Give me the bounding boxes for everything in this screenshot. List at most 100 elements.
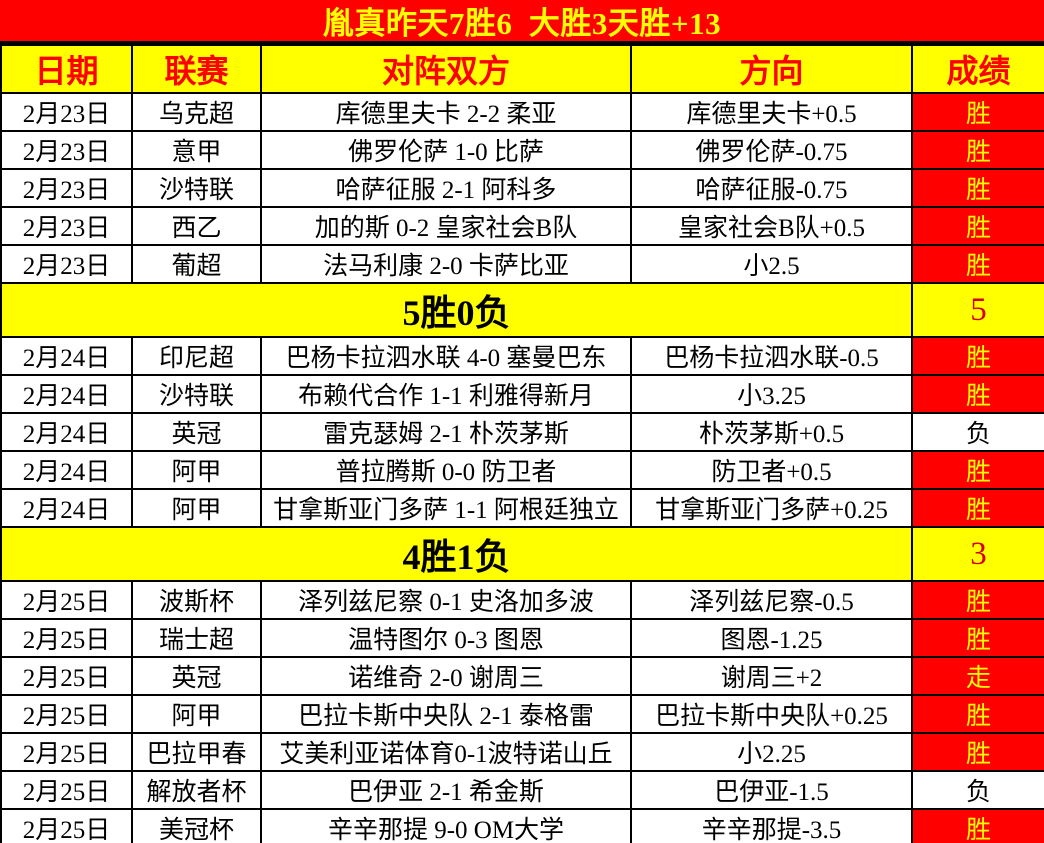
league-cell: 美冠杯 — [131, 808, 262, 843]
date-cell: 2月24日 — [0, 412, 133, 452]
match-row: 2月24日 阿甲 甘拿斯亚门多萨 1-1 阿根廷独立 甘拿斯亚门多萨+0.25 胜 — [0, 488, 1044, 528]
result-cell: 胜 — [911, 694, 1044, 734]
match-cell: 艾美利亚诺体育0-1波特诺山丘 — [260, 732, 632, 772]
date-cell: 2月24日 — [0, 374, 133, 414]
match-row: 2月23日 乌克超 库德里夫卡 2-2 柔亚 库德里夫卡+0.5 胜 — [0, 92, 1044, 132]
result-cell: 胜 — [911, 374, 1044, 414]
date-cell: 2月23日 — [0, 130, 133, 170]
match-row: 2月23日 西乙 加的斯 0-2 皇家社会B队 皇家社会B队+0.5 胜 — [0, 206, 1044, 246]
match-cell: 巴杨卡拉泗水联 4-0 塞曼巴东 — [260, 336, 632, 376]
date-cell: 2月24日 — [0, 336, 133, 376]
league-cell: 阿甲 — [131, 488, 262, 528]
result-cell: 胜 — [911, 168, 1044, 208]
date-cell: 2月25日 — [0, 580, 133, 620]
date-cell: 2月23日 — [0, 206, 133, 246]
date-cell: 2月25日 — [0, 732, 133, 772]
match-row: 2月24日 沙特联 布赖代合作 1-1 利雅得新月 小3.25 胜 — [0, 374, 1044, 414]
result-cell: 胜 — [911, 618, 1044, 658]
result-cell: 胜 — [911, 244, 1044, 284]
result-cell: 胜 — [911, 732, 1044, 772]
column-header-matchup: 对阵双方 — [260, 44, 632, 94]
direction-cell: 小2.25 — [630, 732, 913, 772]
match-row: 2月25日 巴拉甲春 艾美利亚诺体育0-1波特诺山丘 小2.25 胜 — [0, 732, 1044, 772]
match-row: 2月24日 印尼超 巴杨卡拉泗水联 4-0 塞曼巴东 巴杨卡拉泗水联-0.5 胜 — [0, 336, 1044, 376]
result-cell: 负 — [911, 412, 1044, 452]
match-cell: 库德里夫卡 2-2 柔亚 — [260, 92, 632, 132]
league-cell: 印尼超 — [131, 336, 262, 376]
match-cell: 普拉腾斯 0-0 防卫者 — [260, 450, 632, 490]
result-cell: 胜 — [911, 92, 1044, 132]
league-cell: 沙特联 — [131, 374, 262, 414]
match-cell: 诺维奇 2-0 谢周三 — [260, 656, 632, 696]
summary-row: 5胜0负 5 — [0, 282, 1044, 338]
result-cell: 胜 — [911, 130, 1044, 170]
result-cell: 胜 — [911, 488, 1044, 528]
match-cell: 佛罗伦萨 1-0 比萨 — [260, 130, 632, 170]
date-cell: 2月25日 — [0, 770, 133, 810]
direction-cell: 朴茨茅斯+0.5 — [630, 412, 913, 452]
result-cell: 胜 — [911, 580, 1044, 620]
direction-cell: 泽列兹尼察-0.5 — [630, 580, 913, 620]
match-cell: 哈萨征服 2-1 阿科多 — [260, 168, 632, 208]
match-row: 2月25日 瑞士超 温特图尔 0-3 图恩 图恩-1.25 胜 — [0, 618, 1044, 658]
match-cell: 温特图尔 0-3 图恩 — [260, 618, 632, 658]
summary-score: 5 — [911, 282, 1044, 338]
direction-cell: 小2.5 — [630, 244, 913, 284]
date-cell: 2月25日 — [0, 808, 133, 843]
direction-cell: 库德里夫卡+0.5 — [630, 92, 913, 132]
direction-cell: 哈萨征服-0.75 — [630, 168, 913, 208]
league-cell: 意甲 — [131, 130, 262, 170]
header-row: 日期 联赛 对阵双方 方向 成绩 — [0, 44, 1044, 94]
league-cell: 英冠 — [131, 412, 262, 452]
result-cell: 胜 — [911, 206, 1044, 246]
match-cell: 法马利康 2-0 卡萨比亚 — [260, 244, 632, 284]
column-header-league: 联赛 — [131, 44, 262, 94]
direction-cell: 皇家社会B队+0.5 — [630, 206, 913, 246]
direction-cell: 巴伊亚-1.5 — [630, 770, 913, 810]
date-cell: 2月24日 — [0, 450, 133, 490]
league-cell: 阿甲 — [131, 694, 262, 734]
direction-cell: 佛罗伦萨-0.75 — [630, 130, 913, 170]
match-row: 2月25日 英冠 诺维奇 2-0 谢周三 谢周三+2 走 — [0, 656, 1044, 696]
match-row: 2月25日 阿甲 巴拉卡斯中央队 2-1 泰格雷 巴拉卡斯中央队+0.25 胜 — [0, 694, 1044, 734]
match-cell: 巴拉卡斯中央队 2-1 泰格雷 — [260, 694, 632, 734]
match-cell: 布赖代合作 1-1 利雅得新月 — [260, 374, 632, 414]
league-cell: 乌克超 — [131, 92, 262, 132]
league-cell: 瑞士超 — [131, 618, 262, 658]
league-cell: 西乙 — [131, 206, 262, 246]
table-body: 2月23日 乌克超 库德里夫卡 2-2 柔亚 库德里夫卡+0.5 胜 2月23日 意甲 佛罗伦… — [0, 92, 1044, 843]
match-cell: 泽列兹尼察 0-1 史洛加多波 — [260, 580, 632, 620]
column-header-direction: 方向 — [630, 44, 913, 94]
summary-label: 4胜1负 — [0, 526, 913, 582]
result-cell: 负 — [911, 770, 1044, 810]
date-cell: 2月24日 — [0, 488, 133, 528]
summary-label: 5胜0负 — [0, 282, 913, 338]
date-cell: 2月25日 — [0, 618, 133, 658]
league-cell: 巴拉甲春 — [131, 732, 262, 772]
direction-cell: 甘拿斯亚门多萨+0.25 — [630, 488, 913, 528]
summary-row: 4胜1负 3 — [0, 526, 1044, 582]
direction-cell: 巴拉卡斯中央队+0.25 — [630, 694, 913, 734]
league-cell: 葡超 — [131, 244, 262, 284]
league-cell: 英冠 — [131, 656, 262, 696]
date-cell: 2月23日 — [0, 168, 133, 208]
date-cell: 2月25日 — [0, 694, 133, 734]
direction-cell: 图恩-1.25 — [630, 618, 913, 658]
result-cell: 胜 — [911, 450, 1044, 490]
match-cell: 雷克瑟姆 2-1 朴茨茅斯 — [260, 412, 632, 452]
league-cell: 解放者杯 — [131, 770, 262, 810]
match-row: 2月23日 沙特联 哈萨征服 2-1 阿科多 哈萨征服-0.75 胜 — [0, 168, 1044, 208]
title-bar: 胤真昨天7胜6 大胜3天胜+13 — [0, 0, 1044, 44]
date-cell: 2月23日 — [0, 92, 133, 132]
direction-cell: 小3.25 — [630, 374, 913, 414]
result-cell: 胜 — [911, 808, 1044, 843]
league-cell: 沙特联 — [131, 168, 262, 208]
match-row: 2月24日 阿甲 普拉腾斯 0-0 防卫者 防卫者+0.5 胜 — [0, 450, 1044, 490]
column-header-result: 成绩 — [911, 44, 1044, 94]
match-row: 2月23日 葡超 法马利康 2-0 卡萨比亚 小2.5 胜 — [0, 244, 1044, 284]
match-row: 2月25日 解放者杯 巴伊亚 2-1 希金斯 巴伊亚-1.5 负 — [0, 770, 1044, 810]
league-cell: 阿甲 — [131, 450, 262, 490]
match-cell: 辛辛那提 9-0 OM大学 — [260, 808, 632, 843]
direction-cell: 辛辛那提-3.5 — [630, 808, 913, 843]
